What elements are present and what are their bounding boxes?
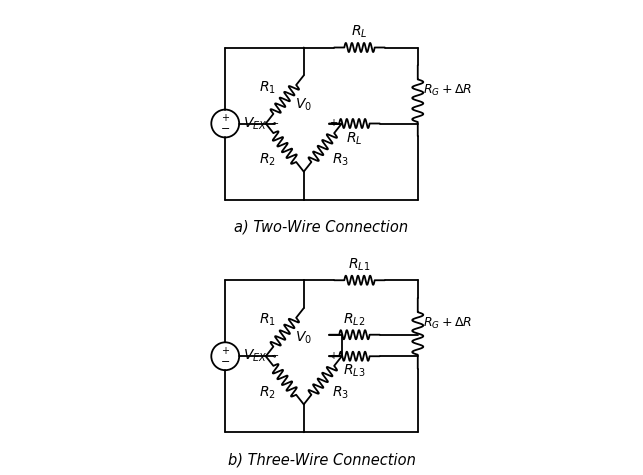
Text: $V_{EX}$: $V_{EX}$ — [243, 348, 267, 364]
Text: −: − — [271, 351, 278, 361]
Text: b) Three-Wire Connection: b) Three-Wire Connection — [228, 453, 415, 467]
Text: +: + — [221, 346, 230, 356]
Text: $V_0$: $V_0$ — [295, 329, 312, 346]
Text: $R_{L2}$: $R_{L2}$ — [343, 311, 366, 328]
Text: $R_L$: $R_L$ — [351, 24, 368, 40]
Text: +: + — [329, 351, 337, 361]
Text: $R_3$: $R_3$ — [332, 152, 349, 168]
Text: a) Two-Wire Connection: a) Two-Wire Connection — [235, 220, 408, 235]
Text: −: − — [271, 118, 278, 129]
Text: $R_1$: $R_1$ — [258, 79, 275, 95]
Text: $V_{EX}$: $V_{EX}$ — [243, 115, 267, 132]
Text: $V_0$: $V_0$ — [295, 96, 312, 113]
Text: $R_{L1}$: $R_{L1}$ — [349, 257, 370, 273]
Text: $R_2$: $R_2$ — [258, 384, 275, 400]
Text: +: + — [329, 118, 337, 129]
Text: −: − — [221, 124, 230, 134]
Text: −: − — [221, 357, 230, 367]
Text: +: + — [221, 113, 230, 123]
Text: $R_2$: $R_2$ — [258, 152, 275, 168]
Text: $R_G + \Delta R$: $R_G + \Delta R$ — [423, 83, 473, 98]
Text: $R_3$: $R_3$ — [332, 384, 349, 400]
Text: $R_1$: $R_1$ — [258, 312, 275, 328]
Text: $R_L$: $R_L$ — [346, 131, 363, 147]
Text: $R_{L3}$: $R_{L3}$ — [343, 362, 366, 379]
Text: $R_G + \Delta R$: $R_G + \Delta R$ — [423, 316, 473, 331]
